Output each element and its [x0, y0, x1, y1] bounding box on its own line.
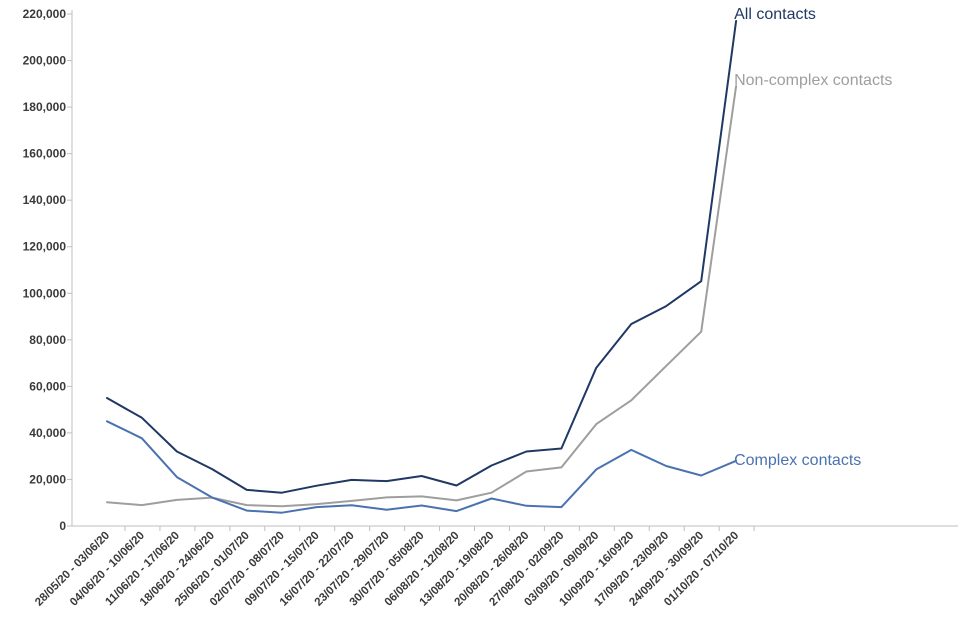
series-line-complex-contacts — [106, 420, 738, 514]
y-axis-ticks: 0 20,000 40,000 60,000 80,000 100,000 120,000 1… — [23, 7, 72, 533]
y-tick-label: 60,000 — [29, 379, 66, 393]
y-tick-label: 220,000 — [23, 7, 67, 21]
y-tick-label: 100,000 — [23, 286, 67, 300]
series-label-non-complex-contacts: Non-complex contacts — [734, 72, 892, 89]
y-tick-label: 40,000 — [29, 426, 66, 440]
series-line-all-contacts — [106, 20, 738, 494]
series-label-complex-contacts: Complex contacts — [734, 452, 861, 469]
y-tick-label: 80,000 — [29, 333, 66, 347]
series-lines — [106, 20, 738, 514]
y-tick-label: 0 — [59, 519, 66, 533]
y-tick-label: 120,000 — [23, 240, 67, 254]
axes — [71, 10, 958, 527]
y-tick-label: 140,000 — [23, 193, 67, 207]
y-tick-label: 180,000 — [23, 100, 67, 114]
y-tick-label: 160,000 — [23, 147, 67, 161]
series-labels: All contacts Non-complex contacts Complex … — [734, 6, 892, 469]
y-tick-label: 200,000 — [23, 54, 67, 68]
series-line-non-complex-contacts — [106, 85, 738, 508]
series-label-all-contacts: All contacts — [734, 6, 816, 23]
y-tick-label: 20,000 — [29, 472, 66, 486]
